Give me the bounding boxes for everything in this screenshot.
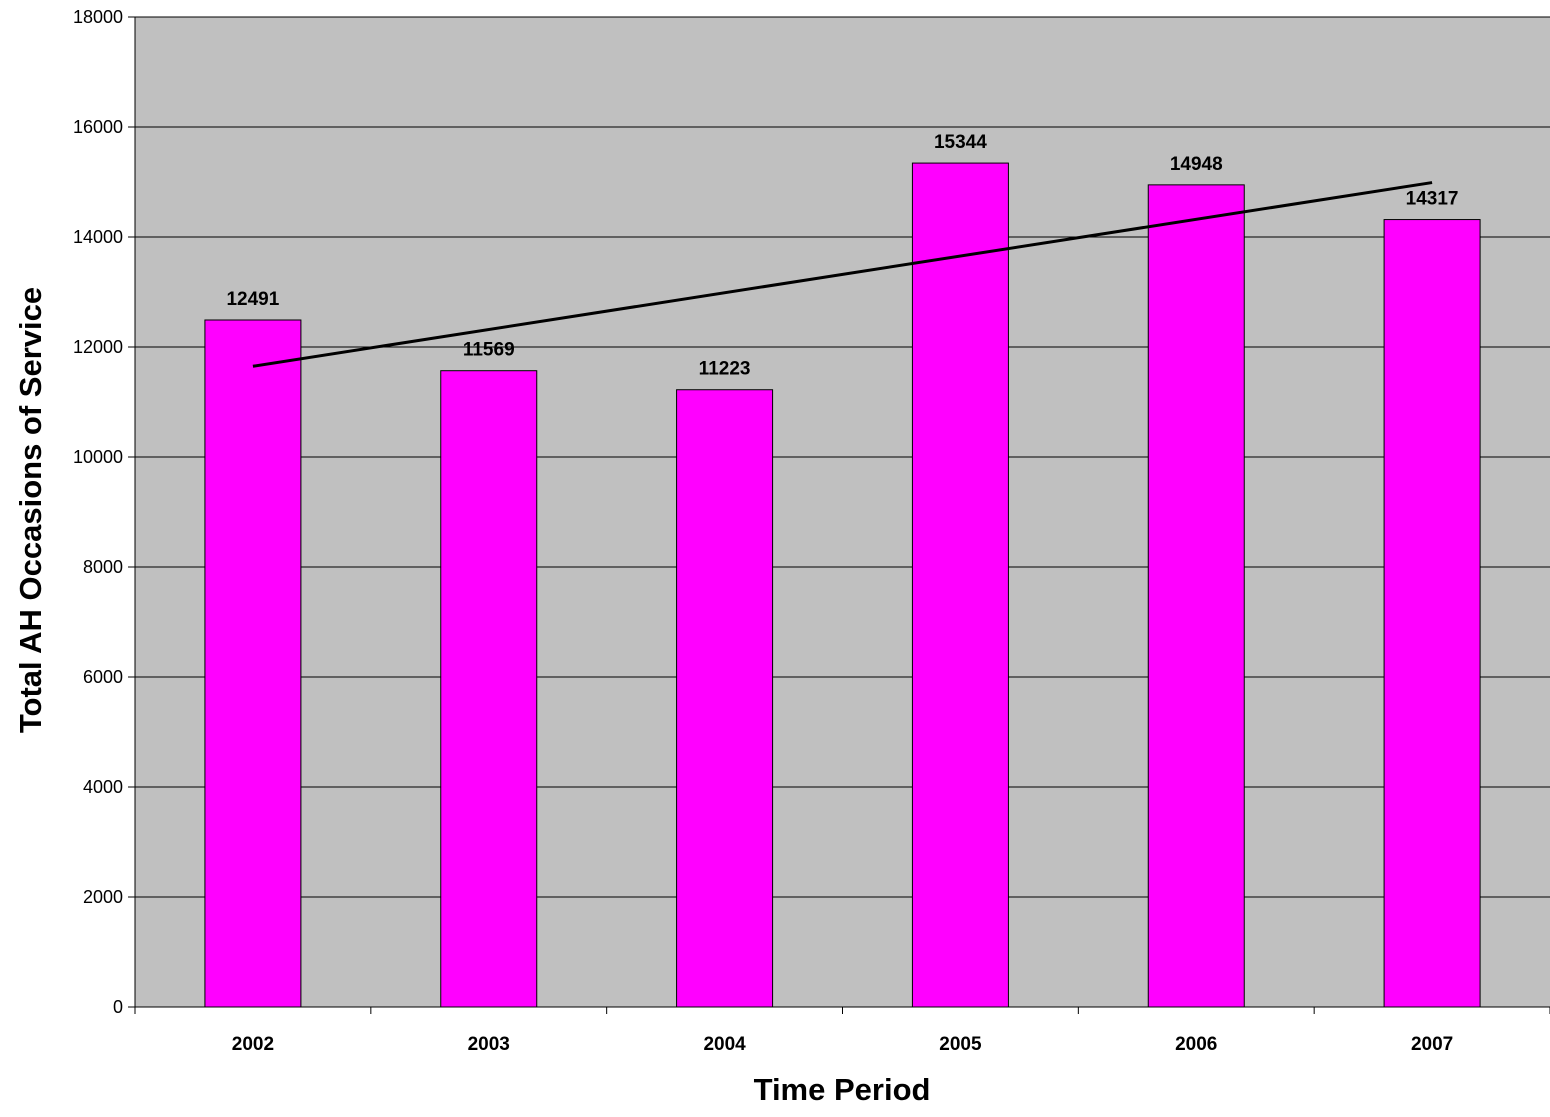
bar-2003 xyxy=(440,370,538,1008)
y-tick-label: 4000 xyxy=(83,777,123,797)
y-tick-label: 14000 xyxy=(73,227,123,247)
y-tick-labels: 0 2000 4000 6000 8000 10000 12000 14000 16000 180… xyxy=(73,7,123,1017)
x-tick-label-2005: 2005 xyxy=(939,1034,982,1055)
plot-area-background xyxy=(135,17,1550,1007)
x-tick-labels: 2002 2003 2004 2005 2006 2007 xyxy=(232,1034,1453,1055)
y-tick-label: 2000 xyxy=(83,887,123,907)
x-tick-label-2006: 2006 xyxy=(1175,1034,1217,1055)
data-label-2004: 11223 xyxy=(699,359,751,380)
y-tick-label: 6000 xyxy=(83,667,123,687)
data-label-2005: 15344 xyxy=(934,132,987,153)
bar-2007 xyxy=(1383,219,1481,1008)
x-tick-label-2007: 2007 xyxy=(1411,1034,1453,1055)
data-label-2002: 12491 xyxy=(226,289,279,310)
x-axis-title: Time Period xyxy=(754,1072,931,1107)
data-label-2007: 14317 xyxy=(1406,189,1459,210)
x-tick-label-2003: 2003 xyxy=(468,1034,510,1055)
x-tick-label-2004: 2004 xyxy=(703,1034,746,1055)
bar-2004 xyxy=(676,389,774,1008)
bar-2002 xyxy=(204,319,302,1008)
y-axis-title: Total AH Occasions of Service xyxy=(13,287,48,733)
axes xyxy=(128,16,1550,1014)
y-tick-label: 12000 xyxy=(73,337,123,357)
data-label-2006: 14948 xyxy=(1170,154,1223,175)
y-tick-label: 10000 xyxy=(73,447,123,467)
y-tick-label: 16000 xyxy=(73,117,123,137)
bars xyxy=(204,162,1481,1008)
bar-2005 xyxy=(911,162,1009,1008)
x-tick-label-2002: 2002 xyxy=(232,1034,274,1055)
data-label-2003: 11569 xyxy=(463,340,515,361)
data-labels: 12491 11569 11223 15344 14948 14317 xyxy=(226,132,1458,380)
trendline xyxy=(252,181,1433,368)
y-tick-label: 8000 xyxy=(83,557,123,577)
y-tick-label: 18000 xyxy=(73,7,123,27)
y-tick-label: 0 xyxy=(113,997,123,1017)
bar-2006 xyxy=(1147,184,1245,1008)
